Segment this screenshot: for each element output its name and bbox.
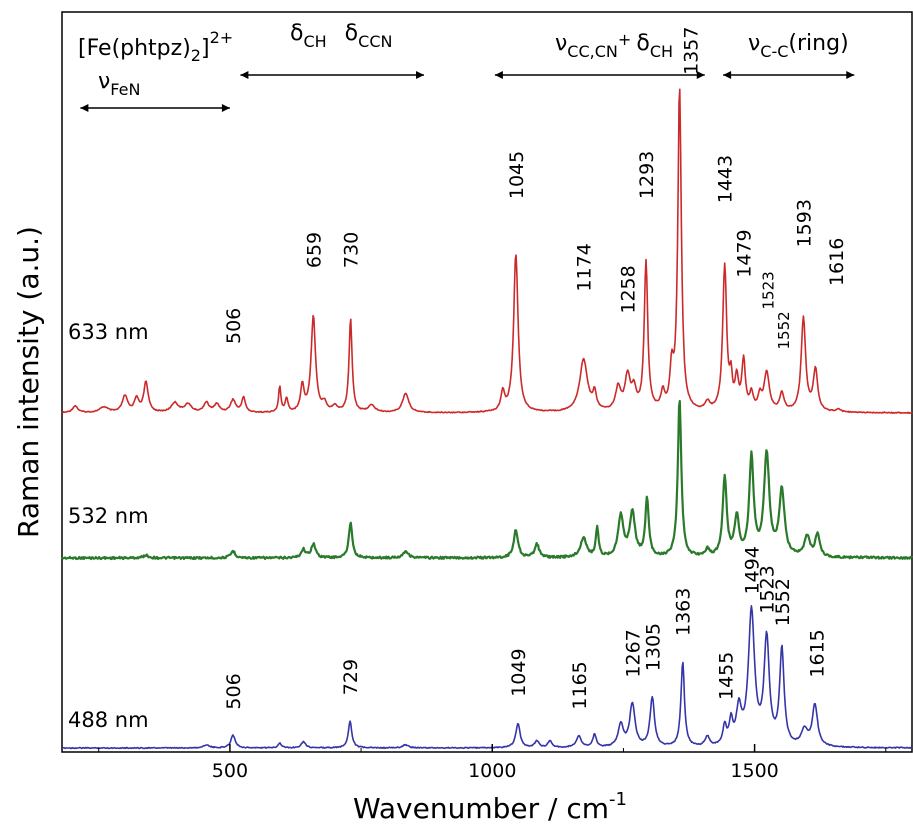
peak-label: 1494 <box>741 546 763 594</box>
y-axis-label: Raman intensity (a.u.) <box>12 226 45 538</box>
peak-label: 1045 <box>506 151 528 199</box>
peak-label: 729 <box>340 659 362 695</box>
peak-label: 1305 <box>642 623 664 671</box>
x-tick-label: 500 <box>212 760 248 782</box>
band-annotation: νFeN <box>98 69 140 99</box>
peak-label: 1363 <box>673 588 695 636</box>
peak-label: 1293 <box>636 151 658 199</box>
series-line-488-nm <box>61 605 913 750</box>
peak-label: 1523 <box>757 565 779 613</box>
series-line-633-nm <box>61 88 913 415</box>
series-name-label: 532 nm <box>68 504 149 528</box>
series-name-label: 633 nm <box>68 320 149 344</box>
peak-label: 730 <box>341 232 363 268</box>
band-annotation: δCH δCCN <box>290 21 392 51</box>
range-arrow <box>494 71 705 79</box>
x-tick-label: 1500 <box>730 760 778 782</box>
series-line-532-nm <box>61 399 913 561</box>
series-name-label: 488 nm <box>68 708 149 732</box>
band-annotation: νC-C(ring) <box>748 31 849 61</box>
peak-label: 1552 <box>775 311 793 349</box>
peak-label: 1616 <box>826 238 848 286</box>
peak-label: 1479 <box>734 229 756 277</box>
range-arrow <box>240 71 425 79</box>
x-tick-label: 1000 <box>468 760 516 782</box>
peak-label: 1615 <box>807 629 829 677</box>
peak-label: 1258 <box>618 265 640 313</box>
range-arrow <box>80 104 230 112</box>
peak-label: 506 <box>223 308 245 344</box>
band-annotation: νCC,CN+ δCH <box>555 30 673 61</box>
peak-label: 1174 <box>574 243 596 291</box>
peak-label: 1455 <box>716 652 738 700</box>
peak-label: 1443 <box>715 155 737 203</box>
range-arrow <box>723 71 855 79</box>
compound-formula: [Fe(phtpz)2]2+ <box>78 28 233 65</box>
peak-label: 506 <box>223 673 245 709</box>
plot-frame <box>61 11 913 753</box>
x-axis-label: Wavenumber / cm-1 <box>353 789 627 825</box>
peak-label: 1049 <box>508 648 530 696</box>
peak-label: 1552 <box>772 578 794 626</box>
peak-label: 659 <box>303 232 325 268</box>
peak-label: 1523 <box>760 271 778 309</box>
peak-label: 1593 <box>793 199 815 247</box>
peak-label: 1357 <box>681 27 703 75</box>
peak-label: 1165 <box>569 661 591 709</box>
peak-label: 1267 <box>622 629 644 677</box>
